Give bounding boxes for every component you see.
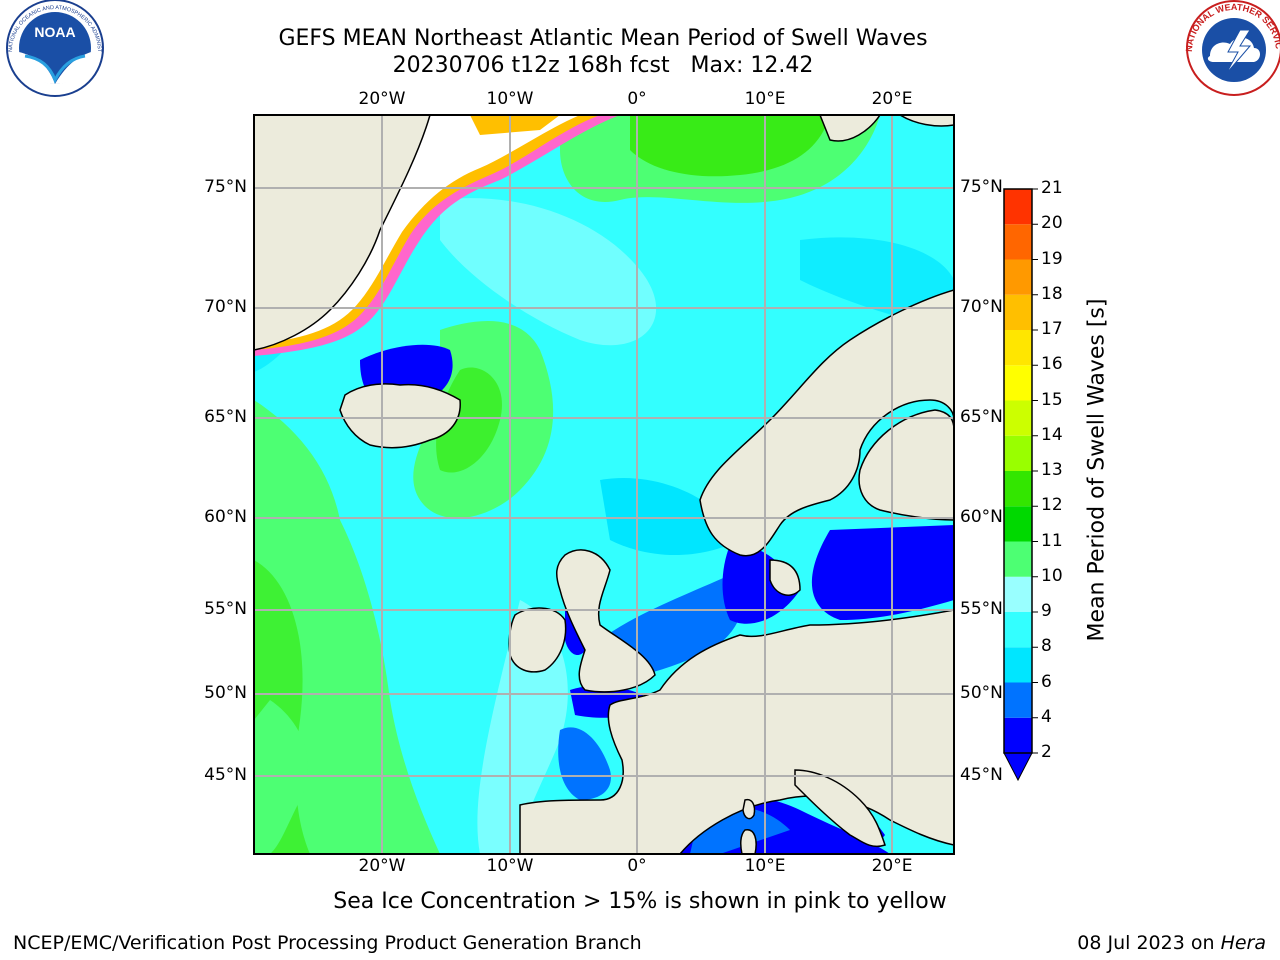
footer-host: Hera bbox=[1220, 932, 1266, 954]
lat-label-left-45n: 45°N bbox=[204, 765, 247, 785]
lat-label-left-50n: 50°N bbox=[204, 683, 247, 703]
colorbar-tick-label: 10 bbox=[1041, 565, 1063, 586]
colorbar-tick-label: 16 bbox=[1041, 354, 1063, 375]
colorbar-band bbox=[1004, 189, 1032, 225]
lon-label-top-10w: 10°W bbox=[486, 89, 534, 109]
colorbar-band bbox=[1004, 400, 1032, 436]
lon-label-top-0: 0° bbox=[627, 89, 647, 109]
lat-label-right-55n: 55°N bbox=[960, 599, 1003, 619]
colorbar-tick-label: 14 bbox=[1041, 424, 1063, 445]
graticule bbox=[254, 115, 954, 854]
noaa-logo: NOAA NATIONAL OCEANIC AND ATMOSPHERIC AD… bbox=[0, 0, 104, 97]
colorbar-tick-label: 20 bbox=[1041, 213, 1063, 234]
lat-label-right-60n: 60°N bbox=[960, 507, 1003, 527]
colorbar-tick-label: 4 bbox=[1041, 706, 1052, 727]
colorbar-tick-label: 19 bbox=[1041, 248, 1063, 269]
land-masses bbox=[254, 115, 954, 854]
colorbar-band bbox=[1004, 471, 1032, 507]
colorbar-band bbox=[1004, 506, 1032, 542]
lat-label-left-65n: 65°N bbox=[204, 407, 247, 427]
lat-label-right-45n: 45°N bbox=[960, 765, 1003, 785]
lat-label-right-65n: 65°N bbox=[960, 407, 1003, 427]
lat-label-right-75n: 75°N bbox=[960, 177, 1003, 197]
colorbar-band bbox=[1004, 682, 1032, 718]
colorbar-band bbox=[1004, 259, 1032, 295]
colorbar-tick-label: 15 bbox=[1041, 389, 1063, 410]
colorbar-tick-label: 18 bbox=[1041, 283, 1063, 304]
lat-label-right-70n: 70°N bbox=[960, 297, 1003, 317]
colorbar-band bbox=[1004, 612, 1032, 648]
footer-date-text: 08 Jul 2023 on bbox=[1077, 932, 1221, 954]
colorbar bbox=[1003, 188, 1038, 782]
colorbar-tick-label: 11 bbox=[1041, 530, 1063, 551]
colorbar-band bbox=[1004, 365, 1032, 401]
colorbar-band bbox=[1004, 576, 1032, 612]
sea-ice-note: Sea Ice Concentration > 15% is shown in … bbox=[333, 889, 947, 914]
colorbar-extend-arrow bbox=[1003, 752, 1033, 782]
colorbar-band bbox=[1004, 647, 1032, 683]
lon-label-bottom-20w: 20°W bbox=[358, 856, 406, 876]
lon-label-bottom-0: 0° bbox=[627, 856, 647, 876]
map-frame bbox=[253, 114, 955, 855]
colorbar-band bbox=[1004, 717, 1032, 753]
colorbar-tick-label: 21 bbox=[1041, 178, 1063, 198]
lat-label-left-55n: 55°N bbox=[204, 599, 247, 619]
lat-label-right-50n: 50°N bbox=[960, 683, 1003, 703]
colorbar-band bbox=[1004, 435, 1032, 471]
lon-label-bottom-10w: 10°W bbox=[486, 856, 534, 876]
colorbar-label: Mean Period of Swell Waves [s] bbox=[1084, 298, 1110, 642]
colorbar-tick-label: 13 bbox=[1041, 460, 1063, 480]
lon-label-bottom-20e: 20°E bbox=[871, 856, 913, 876]
lon-label-bottom-10e: 10°E bbox=[744, 856, 786, 876]
colorbar-tick-label: 6 bbox=[1041, 671, 1052, 692]
colorbar-band bbox=[1004, 294, 1032, 330]
lat-label-left-75n: 75°N bbox=[204, 177, 247, 197]
colorbar-band bbox=[1004, 330, 1032, 366]
lat-label-left-60n: 60°N bbox=[204, 507, 247, 527]
colorbar-tick-label: 2 bbox=[1041, 742, 1052, 762]
lon-label-top-20w: 20°W bbox=[358, 89, 406, 109]
colorbar-tick-label: 8 bbox=[1041, 636, 1052, 657]
colorbar-tick-label: 9 bbox=[1041, 601, 1052, 621]
colorbar-band bbox=[1004, 224, 1032, 260]
noaa-logo-text: NOAA bbox=[34, 24, 75, 40]
footer-credit: NCEP/EMC/Verification Post Processing Pr… bbox=[13, 932, 642, 954]
chart-title: GEFS MEAN Northeast Atlantic Mean Period… bbox=[278, 26, 928, 51]
colorbar-tick-label: 12 bbox=[1041, 495, 1063, 516]
nws-logo: NATIONAL WEATHER SERVICE bbox=[0, 0, 1280, 96]
lat-label-left-70n: 70°N bbox=[204, 297, 247, 317]
colorbar-band bbox=[1004, 541, 1032, 577]
nws-logo-ring-text: NATIONAL WEATHER SERVICE bbox=[0, 0, 1280, 52]
map-field bbox=[254, 115, 954, 854]
lon-label-top-10e: 10°E bbox=[744, 89, 786, 109]
colorbar-tick-label: 17 bbox=[1041, 319, 1063, 339]
chart-subtitle: 20230706 t12z 168h fcst Max: 12.42 bbox=[392, 53, 814, 78]
lon-label-top-20e: 20°E bbox=[871, 89, 913, 109]
footer-date: 08 Jul 2023 on Hera bbox=[1077, 932, 1266, 954]
